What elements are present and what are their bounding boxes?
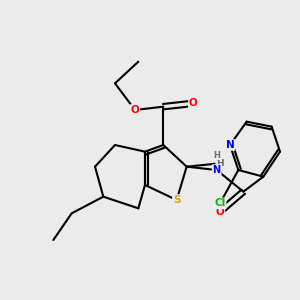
Text: O: O [216,207,224,217]
Text: N: N [213,165,221,175]
Text: O: O [189,98,198,108]
Text: Cl: Cl [214,198,226,208]
Text: O: O [130,105,140,115]
Text: H: H [216,159,224,168]
Text: S: S [173,195,180,205]
Text: H: H [213,151,220,160]
Text: N: N [226,140,234,150]
